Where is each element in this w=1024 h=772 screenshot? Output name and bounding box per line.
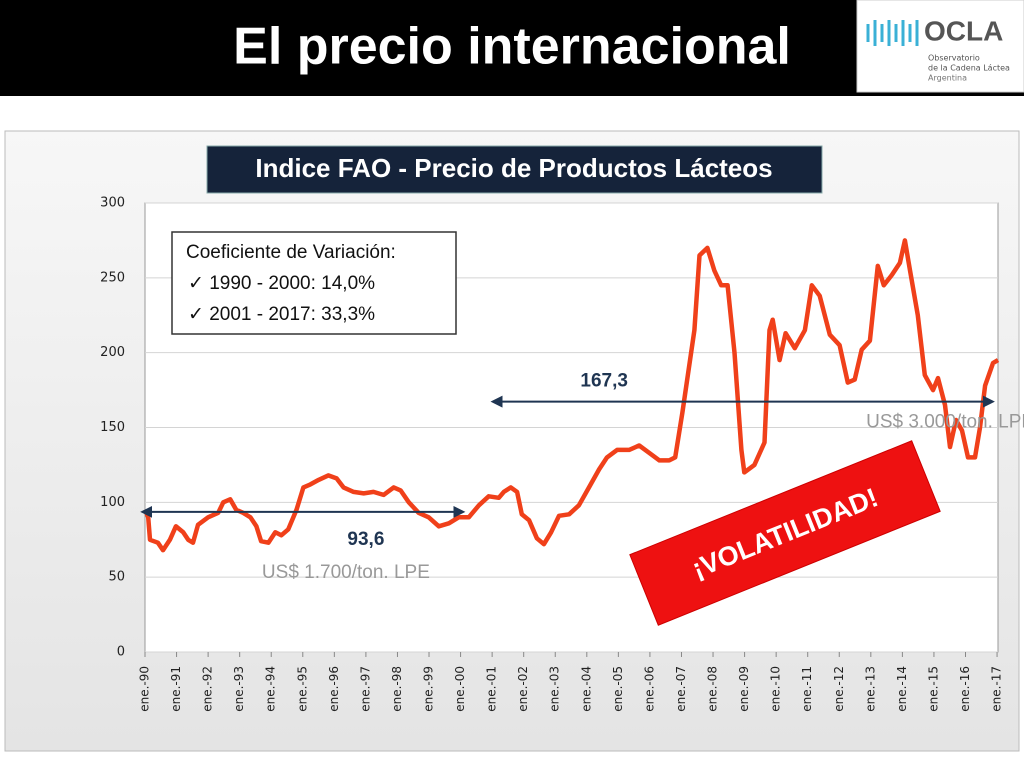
callout-box xyxy=(629,440,941,626)
x-tick-label: ene.-17 xyxy=(990,666,1004,712)
cv-title: Coeficiente de Variación: xyxy=(186,242,396,263)
logo-line: de la Cadena Láctea xyxy=(928,64,1010,73)
logo-box xyxy=(856,0,1024,93)
x-tick-label: ene.-96 xyxy=(327,666,341,712)
x-tick-label: ene.-97 xyxy=(358,666,372,712)
y-tick-label: 150 xyxy=(100,420,125,435)
x-tick-label: ene.-12 xyxy=(832,666,846,712)
x-tick-label: ene.-04 xyxy=(579,666,593,712)
x-tick-label: ene.-98 xyxy=(390,666,404,712)
cv-box xyxy=(171,231,457,335)
x-tick-label: ene.-08 xyxy=(706,666,720,712)
x-tick-label: ene.-99 xyxy=(422,666,436,712)
y-tick-label: 50 xyxy=(108,570,125,585)
logo-line: Argentina xyxy=(928,74,967,83)
x-tick-label: ene.-91 xyxy=(169,666,183,712)
logo-icon xyxy=(866,20,919,46)
x-tick-label: ene.-09 xyxy=(737,666,751,712)
x-tick-label: ene.-16 xyxy=(958,666,972,712)
data-line xyxy=(142,238,1000,553)
cv-item: ✓ 1990 - 2000: 14,0% xyxy=(188,273,375,294)
x-tick-label: ene.-14 xyxy=(895,666,909,712)
x-tick-label: ene.-94 xyxy=(264,666,278,712)
x-tick-label: ene.-03 xyxy=(548,666,562,712)
x-tick-label: ene.-11 xyxy=(800,666,814,712)
y-tick-label: 200 xyxy=(100,345,125,360)
x-tick-label: ene.-00 xyxy=(453,666,467,712)
y-tick-label: 250 xyxy=(100,270,125,285)
slide-title: El precio internacional xyxy=(233,18,791,76)
x-tick-label: ene.-02 xyxy=(516,666,530,712)
price-note: US$ 3.000/ton. LPE xyxy=(866,412,1024,433)
average-label: 93,6 xyxy=(347,529,384,550)
x-tick-label: ene.-07 xyxy=(674,666,688,712)
x-tick-label: ene.-90 xyxy=(138,666,152,712)
header-bar xyxy=(0,0,1024,96)
y-tick-label: 300 xyxy=(100,196,125,211)
x-tick-label: ene.-13 xyxy=(863,666,877,712)
price-note: US$ 1.700/ton. LPE xyxy=(262,562,430,583)
x-tick-label: ene.-93 xyxy=(232,666,246,712)
chart-title-box xyxy=(206,145,823,194)
x-tick-label: ene.-10 xyxy=(769,666,783,712)
x-tick-label: ene.-95 xyxy=(295,666,309,712)
x-tick-label: ene.-01 xyxy=(485,666,499,712)
logo-line: Observatorio xyxy=(928,54,980,63)
logo-name: OCLA xyxy=(924,15,1003,46)
average-label: 167,3 xyxy=(580,371,628,392)
y-tick-label: 0 xyxy=(117,645,125,660)
chart-title: Indice FAO - Precio de Productos Lácteos xyxy=(255,153,772,183)
x-tick-label: ene.-06 xyxy=(642,666,656,712)
y-tick-label: 100 xyxy=(100,495,125,510)
x-tick-label: ene.-05 xyxy=(611,666,625,712)
x-tick-label: ene.-15 xyxy=(926,666,940,712)
x-tick-label: ene.-92 xyxy=(201,666,215,712)
cv-item: ✓ 2001 - 2017: 33,3% xyxy=(188,304,375,325)
